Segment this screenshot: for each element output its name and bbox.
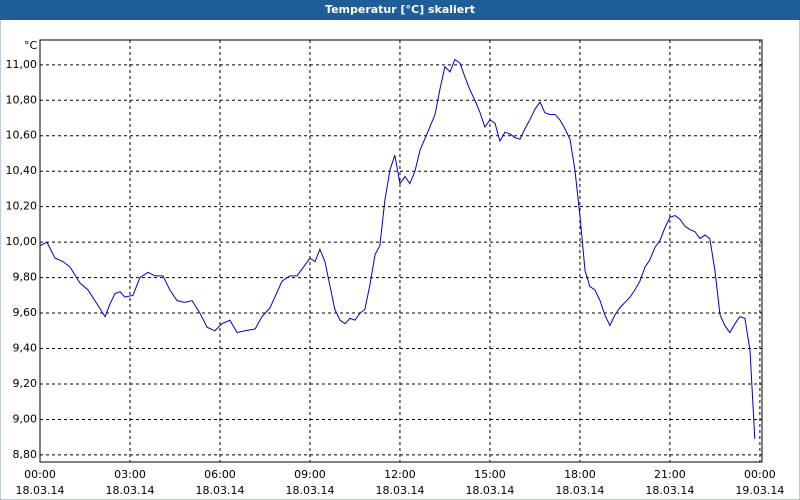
y-tick-label: 9,00 [13, 412, 38, 425]
x-tick-label: 12:00 [384, 468, 416, 481]
x-tick-label: 09:00 [294, 468, 326, 481]
x-tick-label: 21:00 [654, 468, 686, 481]
x-tick-date: 18.03.14 [195, 484, 244, 497]
x-tick-date: 19.03.14 [735, 484, 784, 497]
x-tick-date: 18.03.14 [285, 484, 334, 497]
y-tick-label: 9,20 [13, 377, 38, 390]
title-bar [0, 0, 800, 20]
temperature-line [39, 58, 756, 439]
y-tick-label: 10,60 [6, 129, 38, 142]
x-tick-date: 18.03.14 [16, 484, 65, 497]
x-tick-label: 00:00 [744, 468, 776, 481]
x-tick-date: 18.03.14 [555, 484, 604, 497]
y-tick-label: 9,60 [13, 306, 38, 319]
y-tick-label: 10,40 [6, 164, 38, 177]
x-tick-label: 15:00 [474, 468, 506, 481]
x-tick-date: 18.03.14 [105, 484, 154, 497]
y-tick-label: 8,80 [13, 448, 38, 461]
x-tick-date: 18.03.14 [375, 484, 424, 497]
y-tick-label: 9,40 [13, 342, 38, 355]
x-tick-label: 00:00 [24, 468, 56, 481]
y-tick-label: 11,00 [6, 58, 38, 71]
y-tick-label: 9,80 [13, 271, 38, 284]
x-tick-date: 18.03.14 [465, 484, 514, 497]
x-tick-label: 06:00 [204, 468, 236, 481]
y-tick-label: 10,80 [6, 93, 38, 106]
x-tick-date: 18.03.14 [645, 484, 694, 497]
x-tick-label: 18:00 [564, 468, 596, 481]
y-tick-label: 10,20 [6, 200, 38, 213]
x-tick-label: 03:00 [114, 468, 146, 481]
y-tick-label: 10,00 [6, 235, 38, 248]
window-title: Temperatur [°C] skaliert [325, 3, 475, 16]
y-unit: °C [24, 39, 38, 52]
